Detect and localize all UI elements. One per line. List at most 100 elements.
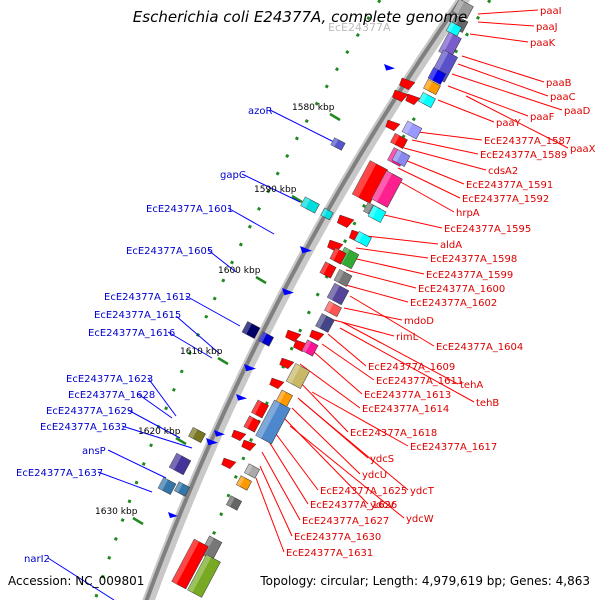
accession-text: Accession: NC_009801 <box>8 574 145 588</box>
reverse-gene-arrow <box>206 438 218 446</box>
gene-label-reverse[interactable]: gapC <box>220 170 246 181</box>
forward-gene <box>244 463 260 479</box>
gene-label-forward[interactable]: aldA <box>440 240 462 251</box>
gene-label-forward[interactable]: paaC <box>550 92 576 103</box>
gene-label-forward[interactable]: EcE24377A_1626 <box>310 500 397 511</box>
gene-label-reverse[interactable]: ansP <box>82 446 106 457</box>
gene-label-forward[interactable]: paaF <box>530 112 555 123</box>
reverse-gene <box>174 481 190 497</box>
forward-gene-arrow <box>392 89 409 102</box>
gene-label-reverse[interactable]: EcE24377A_1601 <box>146 204 233 215</box>
reverse-label-leader <box>47 557 115 600</box>
forward-gene <box>351 160 389 204</box>
forward-gene-arrow <box>221 457 237 470</box>
kbp-tick-mark <box>217 356 229 366</box>
reverse-label-leader <box>241 173 301 203</box>
gene-label-reverse[interactable]: EcE24377A_1637 <box>16 468 103 479</box>
forward-gene-arrow <box>399 77 416 90</box>
gene-label-forward[interactable]: ydcW <box>406 514 434 525</box>
gene-label-forward[interactable]: paaI <box>540 6 562 17</box>
gene-label-forward[interactable]: EcE24377A_1591 <box>466 180 553 191</box>
gene-label-reverse[interactable]: EcE24377A_1623 <box>66 374 153 385</box>
gene-label-forward[interactable]: paaX <box>570 144 596 155</box>
gene-label-reverse[interactable]: azoR <box>248 106 272 117</box>
forward-label-leader <box>365 235 439 245</box>
gene-label-reverse[interactable]: EcE24377A_1629 <box>46 406 133 417</box>
forward-gene <box>367 205 387 223</box>
gene-label-forward[interactable]: tehB <box>476 398 499 409</box>
gene-label-forward[interactable]: paaJ <box>536 22 558 33</box>
gene-label-forward[interactable]: ydcV <box>370 500 395 511</box>
gene-label-forward[interactable]: EcE24377A_1627 <box>302 516 389 527</box>
reverse-label-leader <box>127 409 181 439</box>
forward-gene <box>333 269 353 287</box>
gene-label-reverse[interactable]: EcE24377A_1628 <box>68 390 155 401</box>
gene-label-forward[interactable]: paaB <box>546 78 572 89</box>
forward-gene <box>401 120 423 140</box>
forward-label-leader <box>343 307 403 321</box>
gene-label-reverse[interactable]: EcE24377A_1615 <box>94 310 181 321</box>
reverse-gene <box>330 137 346 151</box>
forward-label-leader <box>403 147 487 171</box>
gene-label-forward[interactable]: EcE24377A_1589 <box>480 150 567 161</box>
gene-label-forward[interactable]: EcE24377A_1598 <box>430 254 517 265</box>
gene-label-forward[interactable]: hrpA <box>456 208 480 219</box>
gene-label-forward[interactable]: ydcT <box>410 486 435 497</box>
gene-label-forward[interactable]: paaY <box>496 118 522 129</box>
reverse-gene <box>320 207 334 221</box>
kbp-tick-mark <box>255 275 267 285</box>
gene-label-forward[interactable]: EcE24377A_1604 <box>436 342 523 353</box>
forward-gene <box>226 495 242 511</box>
reverse-label-leader <box>227 207 275 235</box>
gene-label-forward[interactable]: EcE24377A_1602 <box>410 298 497 309</box>
forward-gene <box>319 261 337 279</box>
gene-label-forward[interactable]: rimL <box>396 332 419 343</box>
reverse-label-leader <box>97 471 153 493</box>
gene-label-forward[interactable]: cdsA2 <box>488 166 518 177</box>
forward-label-leader <box>417 131 483 141</box>
forward-label-leader <box>451 73 563 111</box>
gene-label-reverse[interactable]: EcE24377A_1612 <box>104 292 191 303</box>
gene-label-forward[interactable]: paaK <box>530 38 556 49</box>
reverse-gene-arrow <box>384 64 395 71</box>
reverse-gene <box>157 477 177 495</box>
gene-label-forward[interactable]: EcE24377A_1611 <box>376 376 463 387</box>
gene-label-forward[interactable]: EcE24377A_1631 <box>286 548 373 559</box>
gene-label-forward[interactable]: EcE24377A_1595 <box>444 224 531 235</box>
tick-marks <box>93 0 492 600</box>
forward-label-leader <box>269 425 319 491</box>
gene-label-forward[interactable]: tehA <box>460 380 483 391</box>
gene-label-forward[interactable]: EcE24377A_1587 <box>484 136 571 147</box>
gene-label-reverse[interactable]: narI2 <box>24 554 50 565</box>
genome-summary-text: Topology: circular; Length: 4,979,619 bp… <box>260 574 590 588</box>
reverse-label-leader <box>185 295 241 327</box>
reverse-gene-arrow <box>214 430 225 437</box>
forward-gene <box>427 67 447 85</box>
gene-label-forward[interactable]: EcE24377A_1613 <box>364 390 451 401</box>
gene-label-forward[interactable]: EcE24377A_1609 <box>368 362 455 373</box>
forward-gene <box>171 538 209 590</box>
gene-label-forward[interactable]: EcE24377A_1618 <box>350 428 437 439</box>
gene-label-forward[interactable]: EcE24377A_1592 <box>462 194 549 205</box>
forward-gene <box>243 415 261 433</box>
gene-label-forward[interactable]: EcE24377A_1600 <box>418 284 505 295</box>
gene-label-forward[interactable]: ydcS <box>370 454 394 465</box>
gene-label-reverse[interactable]: EcE24377A_1616 <box>88 328 175 339</box>
forward-label-leader <box>355 247 429 259</box>
gene-label-forward[interactable]: EcE24377A_1625 <box>320 486 407 497</box>
gene-label-reverse[interactable]: EcE24377A_1632 <box>40 422 127 433</box>
forward-label-leader <box>339 327 475 403</box>
gene-label-forward[interactable]: ydcU <box>362 470 387 481</box>
gene-label-forward[interactable]: EcE24377A_1599 <box>426 270 513 281</box>
forward-gene <box>187 554 221 598</box>
reverse-label-leader <box>167 331 213 359</box>
gene-label-reverse[interactable]: EcE24377A_1605 <box>126 246 213 257</box>
gene-label-forward[interactable]: EcE24377A_1630 <box>294 532 381 543</box>
gene-label-forward[interactable]: paaD <box>564 106 591 117</box>
forward-gene <box>251 399 269 419</box>
gene-label-forward[interactable]: mdoD <box>404 316 434 327</box>
kbp-tick-mark <box>132 516 144 526</box>
forward-gene-arrow <box>285 329 302 342</box>
gene-label-forward[interactable]: EcE24377A_1617 <box>410 442 497 453</box>
gene-label-forward[interactable]: EcE24377A_1614 <box>362 404 449 415</box>
